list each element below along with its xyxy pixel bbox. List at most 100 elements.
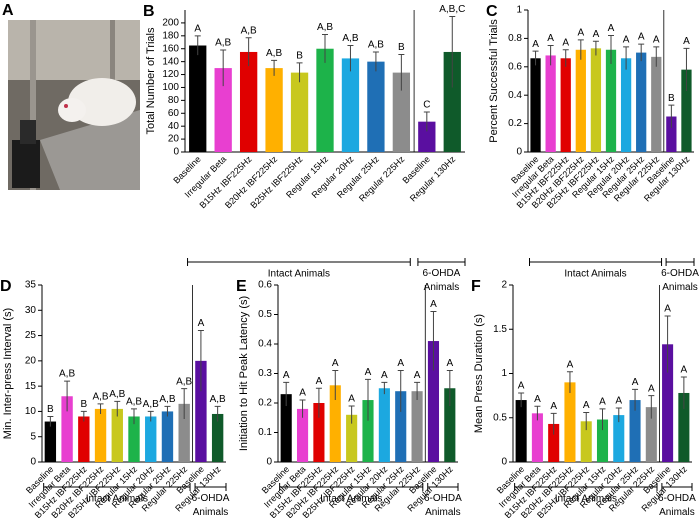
error-bar — [197, 330, 204, 392]
significance-label: A — [397, 358, 404, 369]
error-bar — [365, 378, 371, 421]
y-tick-label: 30 — [25, 305, 37, 316]
error-bar — [194, 35, 201, 56]
y-tick-label: 1 — [501, 368, 507, 379]
group-label-box: 6-OHDA Animals — [661, 268, 699, 293]
bar — [564, 382, 576, 462]
bar — [629, 400, 641, 462]
group-label: Intact Animals — [555, 494, 617, 505]
bar — [195, 360, 207, 462]
error-bar — [638, 43, 645, 62]
bar — [636, 52, 647, 152]
bar — [427, 341, 440, 462]
y-tick-label: 0.3 — [258, 368, 272, 379]
y-tick-label: 120 — [162, 69, 179, 80]
y-tick-label: 35 — [25, 280, 37, 291]
bar — [161, 411, 174, 462]
error-bar — [296, 62, 303, 83]
group-label: 6-OHDA Animals — [191, 493, 230, 518]
y-tick-label: 0.5 — [493, 412, 507, 423]
group-label: Intact Animals — [564, 269, 626, 280]
significance-label: A,B — [215, 38, 231, 49]
bar — [575, 49, 586, 153]
bar — [666, 116, 677, 152]
error-bar — [299, 399, 306, 418]
group-label: Intact Animals — [320, 494, 382, 505]
significance-label: A,B — [176, 376, 192, 387]
y-axis-label: Min. Inter-press Interval (s) — [2, 308, 14, 439]
significance-label: A — [547, 33, 554, 44]
error-bar — [220, 49, 227, 87]
group-bracket — [661, 483, 693, 491]
error-bar — [608, 35, 614, 64]
significance-label: A,B — [126, 397, 142, 408]
significance-label: A,B — [342, 33, 358, 44]
bar — [418, 121, 436, 152]
panel-label: B — [143, 3, 155, 20]
bar — [329, 385, 341, 462]
significance-label: A — [194, 23, 201, 34]
group-label: 6-OHDA Animals — [422, 268, 461, 293]
y-tick-label: 20 — [25, 355, 37, 366]
bar — [214, 68, 232, 152]
significance-label: A — [414, 370, 421, 381]
error-bar — [653, 46, 660, 67]
significance-label: B — [296, 51, 303, 62]
bar — [392, 72, 411, 152]
error-bar — [214, 405, 221, 422]
bar — [290, 72, 309, 152]
bar — [378, 388, 390, 462]
significance-label: B — [398, 42, 405, 53]
bar — [444, 388, 456, 462]
significance-label: A — [632, 377, 639, 388]
error-bar — [423, 111, 430, 132]
bar — [395, 391, 407, 462]
significance-label: A — [583, 400, 590, 411]
error-bar — [348, 405, 355, 424]
photo — [8, 20, 140, 190]
significance-label: A — [532, 39, 539, 50]
panel-label: F — [471, 278, 481, 295]
bar — [189, 45, 207, 152]
y-tick-label: 100 — [162, 82, 179, 93]
error-bar — [446, 370, 453, 406]
y-tick-label: 180 — [162, 30, 179, 41]
error-bar — [397, 370, 404, 412]
error-bar — [372, 51, 379, 72]
significance-label: A — [446, 358, 453, 369]
bar — [560, 58, 571, 152]
group-bracket — [427, 483, 459, 491]
y-tick-label: 15 — [25, 381, 37, 392]
bar — [411, 391, 423, 462]
y-tick-label: 0.4 — [258, 339, 272, 350]
error-bar — [623, 46, 630, 70]
error-bar — [114, 400, 121, 417]
y-tick-label: 0.2 — [508, 118, 522, 129]
error-bar — [599, 408, 606, 431]
y-tick-label: 0 — [173, 147, 179, 158]
error-bar — [245, 37, 252, 67]
error-bar — [532, 50, 539, 66]
bar — [651, 56, 662, 152]
significance-label: A — [332, 358, 339, 369]
error-bar — [164, 405, 171, 417]
bar — [111, 408, 123, 462]
error-bar — [664, 315, 671, 373]
error-bar — [414, 381, 421, 401]
group-bracket — [514, 483, 658, 491]
y-tick-label: 5 — [30, 431, 36, 442]
error-bar — [283, 381, 290, 406]
bar — [265, 68, 283, 152]
y-tick-label: 80 — [168, 95, 180, 106]
significance-label: A — [534, 394, 541, 405]
bar — [341, 58, 360, 153]
bar — [61, 396, 73, 462]
error-bar — [271, 59, 278, 76]
error-bar — [80, 410, 87, 422]
error-bar — [592, 40, 599, 56]
error-bar — [315, 387, 322, 418]
y-tick-label: 0 — [501, 457, 507, 468]
panel-label: D — [0, 278, 12, 295]
error-bar — [680, 376, 687, 409]
y-tick-label: 0 — [30, 457, 36, 468]
